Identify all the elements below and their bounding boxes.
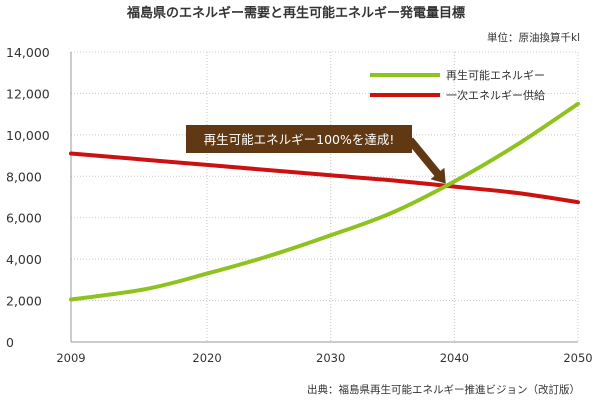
- series-lines: [69, 101, 580, 302]
- unit-label: 単位：原油換算千kl: [487, 31, 580, 44]
- legend-label-0: 再生可能エネルギー: [446, 68, 545, 82]
- y-tick-label: 4,000: [6, 252, 42, 267]
- y-tick-label: 0: [6, 335, 14, 350]
- chart-title: 福島県のエネルギー需要と再生可能エネルギー発電量目標: [126, 5, 465, 21]
- y-tick-label: 2,000: [6, 294, 42, 309]
- series-line-0: [69, 101, 580, 302]
- y-tick-label: 14,000: [6, 45, 50, 60]
- annotation-box: [186, 125, 412, 153]
- y-tick-labels: 0 2,000 4,000 6,000 8,000 10,000 12,000 14,000: [6, 45, 50, 350]
- annotation-arrow: [406, 137, 446, 184]
- source-note: 出典：福島県再生可能エネルギー推進ビジョン（改訂版）: [307, 383, 580, 396]
- y-tick-label: 10,000: [6, 128, 50, 143]
- y-tick-label: 8,000: [6, 169, 42, 184]
- annotation: 再生可能エネルギー100%を達成!: [186, 125, 446, 184]
- x-tick-label: 2040: [440, 351, 469, 365]
- y-tick-label: 12,000: [6, 86, 50, 101]
- series-line-1: [69, 151, 580, 205]
- x-tick-label: 2030: [316, 351, 345, 365]
- annotation-text: 再生可能エネルギー100%を達成!: [204, 132, 395, 147]
- x-tick-label: 2009: [56, 351, 85, 365]
- x-tick-label: 2050: [563, 351, 592, 365]
- y-tick-label: 6,000: [6, 211, 42, 226]
- legend-label-1: 一次エネルギー供給: [446, 88, 545, 102]
- x-tick-label: 2020: [192, 351, 221, 365]
- grid: [71, 51, 579, 342]
- axes: [70, 52, 578, 343]
- x-tick-labels: 2009 2020 2030 2040 2050: [56, 351, 592, 365]
